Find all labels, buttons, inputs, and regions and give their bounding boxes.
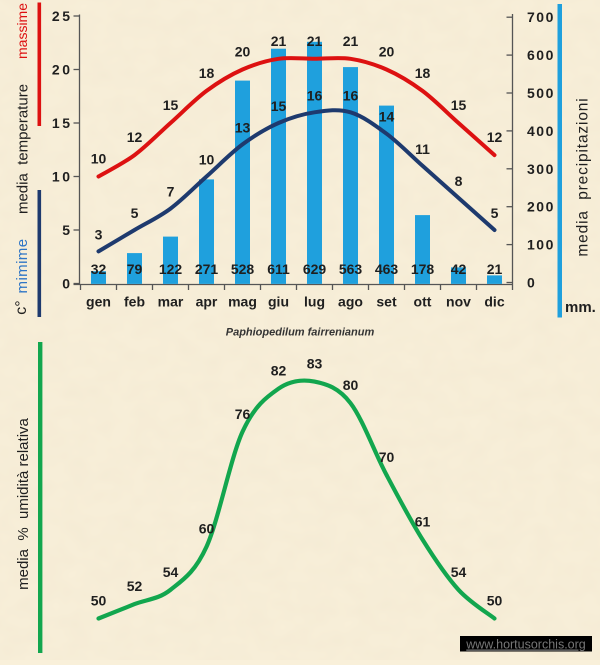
svg-text:16: 16	[307, 87, 323, 103]
svg-text:10: 10	[91, 151, 107, 167]
svg-text:629: 629	[303, 261, 327, 277]
svg-text:ott: ott	[414, 294, 432, 310]
svg-text:18: 18	[415, 65, 431, 81]
svg-text:0: 0	[62, 276, 72, 292]
svg-text:3: 3	[95, 226, 103, 242]
svg-text:80: 80	[343, 377, 359, 393]
svg-text:mm.: mm.	[565, 299, 596, 316]
svg-text:100: 100	[527, 237, 555, 253]
svg-text:lug: lug	[304, 294, 325, 310]
svg-text:15: 15	[52, 115, 73, 131]
svg-text:mar: mar	[158, 294, 184, 310]
svg-text:10: 10	[199, 152, 215, 168]
svg-text:16: 16	[343, 87, 359, 103]
svg-text:82: 82	[271, 363, 287, 379]
svg-text:giu: giu	[268, 294, 289, 310]
svg-text:271: 271	[195, 261, 219, 277]
svg-text:15: 15	[163, 97, 179, 113]
svg-text:14: 14	[379, 109, 395, 125]
svg-text:300: 300	[527, 161, 555, 177]
svg-text:mimime: mimime	[14, 239, 31, 294]
svg-text:122: 122	[159, 261, 183, 277]
svg-text:Paphiopedilum fairrenianum: Paphiopedilum fairrenianum	[226, 327, 375, 339]
svg-text:500: 500	[527, 85, 555, 101]
svg-text:20: 20	[52, 62, 73, 78]
svg-text:463: 463	[375, 261, 399, 277]
svg-text:5: 5	[131, 205, 139, 221]
svg-text:dic: dic	[484, 294, 504, 310]
svg-text:528: 528	[231, 261, 255, 277]
svg-text:www.hortusorchis.org: www.hortusorchis.org	[465, 638, 586, 652]
svg-text:media precipitazioni: media precipitazioni	[575, 97, 592, 256]
svg-text:178: 178	[411, 261, 435, 277]
svg-text:400: 400	[527, 123, 555, 139]
svg-text:gen: gen	[86, 294, 111, 310]
svg-text:52: 52	[127, 578, 143, 594]
svg-text:8: 8	[455, 173, 463, 189]
svg-text:0: 0	[527, 275, 536, 291]
svg-text:25: 25	[52, 8, 73, 24]
svg-text:nov: nov	[446, 294, 471, 310]
svg-text:32: 32	[91, 261, 107, 277]
svg-text:76: 76	[235, 406, 251, 422]
svg-text:12: 12	[127, 129, 143, 145]
svg-text:611: 611	[267, 261, 290, 277]
svg-text:12: 12	[487, 129, 503, 145]
svg-text:21: 21	[487, 261, 503, 277]
svg-text:media % umidità relativa: media % umidità relativa	[15, 417, 32, 589]
svg-text:70: 70	[379, 449, 395, 465]
svg-text:21: 21	[271, 33, 287, 49]
svg-text:18: 18	[199, 65, 215, 81]
svg-text:feb: feb	[124, 294, 145, 310]
svg-text:10: 10	[52, 169, 73, 185]
svg-text:5: 5	[62, 222, 72, 238]
svg-text:media temperature: media temperature	[15, 84, 32, 214]
svg-text:83: 83	[307, 356, 323, 372]
svg-text:50: 50	[487, 593, 503, 609]
svg-text:7: 7	[167, 184, 175, 200]
svg-text:20: 20	[379, 44, 395, 60]
svg-text:apr: apr	[196, 294, 218, 310]
svg-text:mag: mag	[228, 294, 257, 310]
svg-text:15: 15	[451, 97, 467, 113]
svg-text:c°: c°	[13, 300, 30, 314]
svg-text:11: 11	[415, 141, 430, 157]
svg-text:5: 5	[491, 205, 499, 221]
svg-text:700: 700	[527, 9, 555, 25]
svg-text:54: 54	[163, 564, 179, 580]
svg-text:13: 13	[235, 119, 251, 135]
svg-text:79: 79	[127, 261, 143, 277]
svg-text:15: 15	[271, 98, 287, 114]
svg-text:42: 42	[451, 261, 467, 277]
svg-text:ago: ago	[338, 294, 363, 310]
svg-text:200: 200	[527, 199, 555, 215]
svg-text:600: 600	[527, 47, 555, 63]
svg-text:61: 61	[415, 514, 431, 530]
svg-text:20: 20	[235, 44, 251, 60]
svg-text:set: set	[376, 294, 397, 310]
svg-text:21: 21	[343, 33, 359, 49]
svg-text:21: 21	[307, 33, 323, 49]
svg-text:54: 54	[451, 564, 467, 580]
svg-text:massime: massime	[14, 3, 30, 59]
svg-text:50: 50	[91, 593, 107, 609]
svg-text:60: 60	[199, 521, 215, 537]
svg-text:563: 563	[339, 261, 363, 277]
